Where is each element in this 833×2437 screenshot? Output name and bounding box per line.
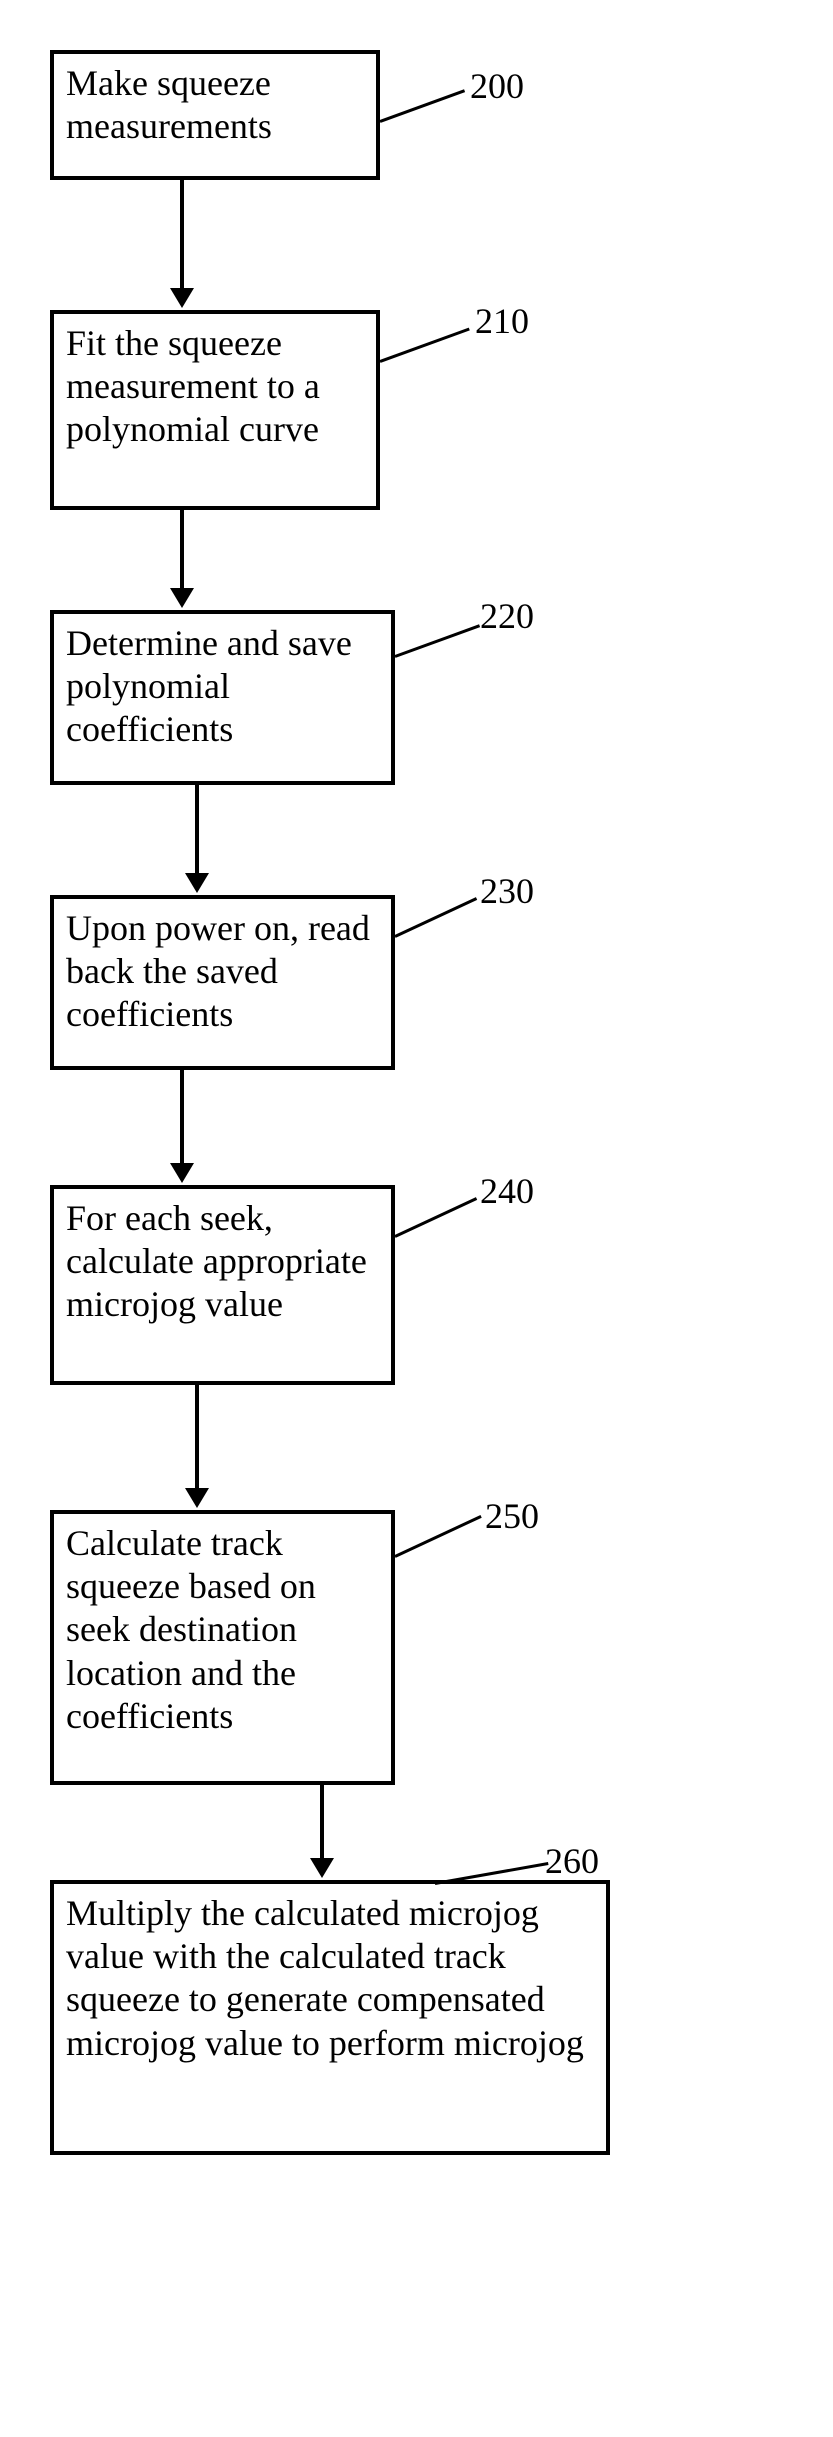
arrow-shaft — [195, 1385, 199, 1488]
arrow-head-icon — [185, 873, 209, 893]
node-label-240: 240 — [480, 1170, 534, 1212]
node-text: Calculate track squeeze based on seek de… — [66, 1523, 316, 1736]
flowchart-node-230: Upon power on, read back the saved coeff… — [50, 895, 395, 1070]
arrow-shaft — [180, 180, 184, 288]
leader-line — [394, 1515, 481, 1558]
node-label-220: 220 — [480, 595, 534, 637]
node-text: Upon power on, read back the saved coeff… — [66, 908, 370, 1034]
flowchart-node-260: Multiply the calculated microjog value w… — [50, 1880, 610, 2155]
node-text: Multiply the calculated microjog value w… — [66, 1893, 584, 2063]
arrow-shaft — [195, 785, 199, 873]
flowchart-node-250: Calculate track squeeze based on seek de… — [50, 1510, 395, 1785]
arrow-head-icon — [170, 1163, 194, 1183]
arrow-shaft — [180, 510, 184, 588]
arrow-head-icon — [170, 588, 194, 608]
node-label-200: 200 — [470, 65, 524, 107]
flowchart-node-240: For each seek, calculate appropriate mic… — [50, 1185, 395, 1385]
arrow-shaft — [180, 1070, 184, 1163]
node-label-250: 250 — [485, 1495, 539, 1537]
flowchart-node-220: Determine and save polynomial coefficien… — [50, 610, 395, 785]
node-text: For each seek, calculate appropriate mic… — [66, 1198, 367, 1324]
arrow-head-icon — [310, 1858, 334, 1878]
leader-line — [394, 624, 480, 658]
node-label-230: 230 — [480, 870, 534, 912]
node-text: Determine and save polynomial coefficien… — [66, 623, 352, 749]
arrow-head-icon — [170, 288, 194, 308]
node-label-210: 210 — [475, 300, 529, 342]
node-text: Make squeeze measurements — [66, 63, 272, 146]
leader-line — [394, 897, 477, 938]
leader-line — [394, 1197, 477, 1238]
flowchart: Make squeeze measurements 200 Fit the sque… — [40, 40, 793, 2175]
leader-line — [379, 89, 465, 123]
node-label-260: 260 — [545, 1840, 599, 1882]
leader-line — [379, 328, 469, 363]
flowchart-node-210: Fit the squeeze measurement to a polynom… — [50, 310, 380, 510]
node-text: Fit the squeeze measurement to a polynom… — [66, 323, 320, 449]
arrow-head-icon — [185, 1488, 209, 1508]
arrow-shaft — [320, 1785, 324, 1858]
flowchart-node-200: Make squeeze measurements — [50, 50, 380, 180]
